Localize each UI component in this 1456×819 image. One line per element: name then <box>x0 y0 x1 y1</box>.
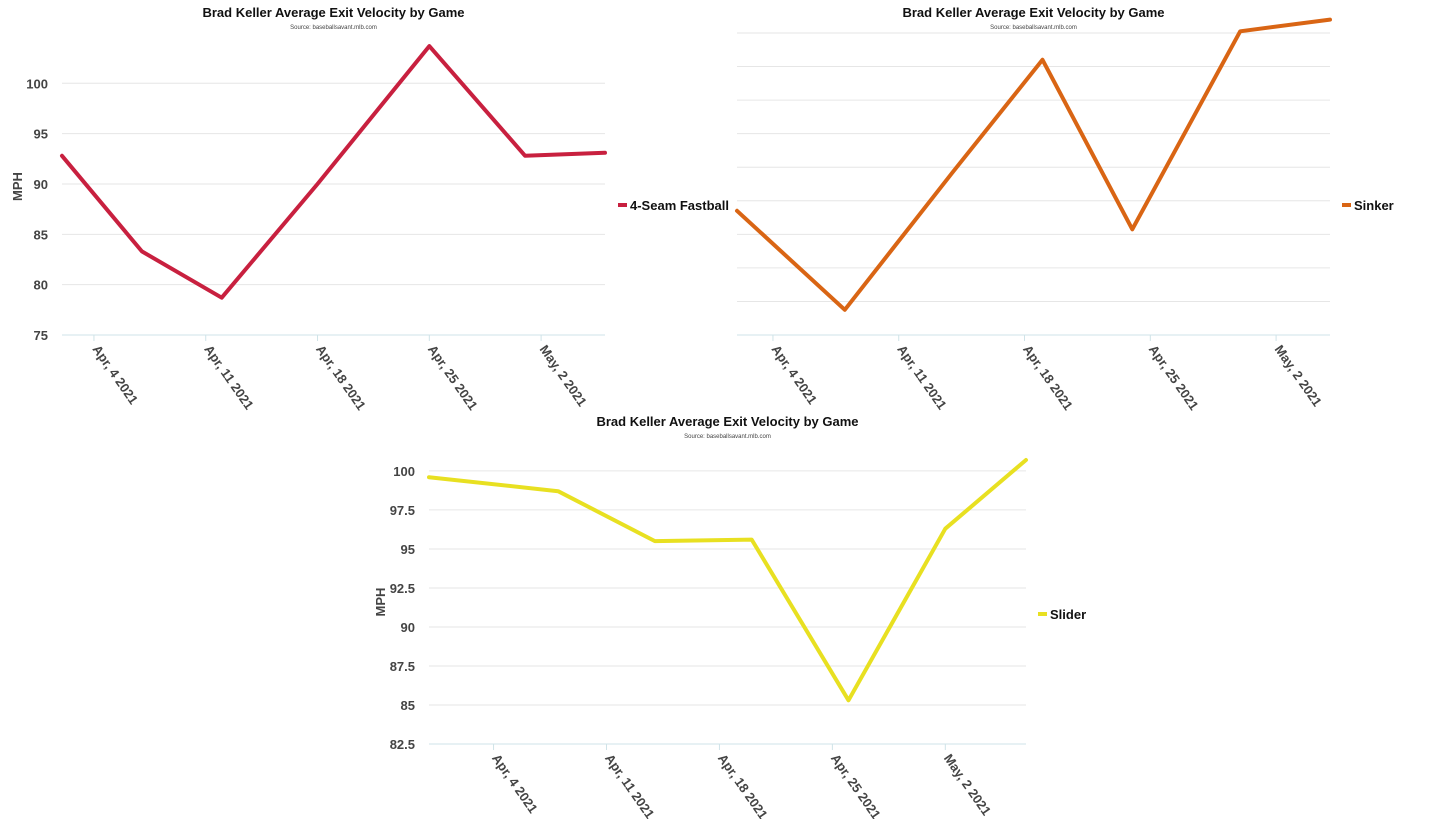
chart-svg: Brad Keller Average Exit Velocity by Gam… <box>373 414 1086 819</box>
x-tick-label: Apr, 11 2021 <box>894 342 949 412</box>
y-tick-label: 80 <box>34 278 48 293</box>
chart-svg: Brad Keller Average Exit Velocity by Gam… <box>10 5 729 413</box>
y-tick-label: 90 <box>401 620 415 635</box>
x-tick-label: Apr, 4 2021 <box>489 751 541 816</box>
x-tick-label: Apr, 25 2021 <box>1146 342 1202 413</box>
legend-label: Slider <box>1050 607 1086 622</box>
x-tick-label: Apr, 25 2021 <box>425 342 481 413</box>
y-tick-label: 85 <box>401 698 415 713</box>
x-tick-label: Apr, 18 2021 <box>715 751 771 819</box>
x-tick-label: Apr, 25 2021 <box>828 751 884 819</box>
chart-panel-slider: Brad Keller Average Exit Velocity by Gam… <box>364 410 1092 819</box>
y-tick-label: 100 <box>26 76 48 91</box>
legend-label: Sinker <box>1354 198 1394 213</box>
y-tick-label: 75 <box>34 328 48 343</box>
legend-label: 4-Seam Fastball <box>630 198 729 213</box>
legend-swatch <box>1342 203 1351 207</box>
series-line <box>427 458 1028 703</box>
y-tick-label: 90 <box>34 177 48 192</box>
y-tick-label: 92.5 <box>390 581 415 596</box>
chart-title: Brad Keller Average Exit Velocity by Gam… <box>902 5 1164 20</box>
chart-subtitle: Source: baseballsavant.mlb.com <box>990 25 1077 31</box>
y-tick-label: 95 <box>401 542 415 557</box>
x-tick-label: Apr, 11 2021 <box>602 751 657 819</box>
legend-swatch <box>618 203 627 207</box>
y-tick-label: 87.5 <box>390 659 415 674</box>
series-line <box>735 17 1332 312</box>
chart-panel-four-seam: Brad Keller Average Exit Velocity by Gam… <box>0 0 729 413</box>
y-tick-label: 82.5 <box>390 737 415 752</box>
x-tick-label: Apr, 18 2021 <box>313 342 369 413</box>
y-tick-label: 100 <box>393 464 415 479</box>
x-tick-label: Apr, 11 2021 <box>201 342 256 412</box>
chart-title: Brad Keller Average Exit Velocity by Gam… <box>596 414 858 429</box>
chart-subtitle: Source: baseballsavant.mlb.com <box>290 25 377 31</box>
chart-svg: Brad Keller Average Exit Velocity by Gam… <box>735 5 1394 413</box>
x-tick-label: May, 2 2021 <box>537 342 590 409</box>
y-axis-label: MPH <box>373 588 388 617</box>
x-tick-label: Apr, 4 2021 <box>89 342 141 407</box>
chart-title: Brad Keller Average Exit Velocity by Gam… <box>202 5 464 20</box>
series-line <box>60 44 607 300</box>
legend-swatch <box>1038 612 1047 616</box>
x-tick-label: May, 2 2021 <box>941 751 994 818</box>
chart-panel-sinker: Brad Keller Average Exit Velocity by Gam… <box>728 0 1456 413</box>
y-axis-label: MPH <box>10 172 25 201</box>
y-tick-label: 95 <box>34 127 48 142</box>
x-tick-label: Apr, 4 2021 <box>768 342 820 407</box>
x-tick-label: May, 2 2021 <box>1272 342 1325 409</box>
chart-subtitle: Source: baseballsavant.mlb.com <box>684 434 771 440</box>
y-tick-label: 97.5 <box>390 503 415 518</box>
y-tick-label: 85 <box>34 227 48 242</box>
x-tick-label: Apr, 18 2021 <box>1020 342 1076 413</box>
